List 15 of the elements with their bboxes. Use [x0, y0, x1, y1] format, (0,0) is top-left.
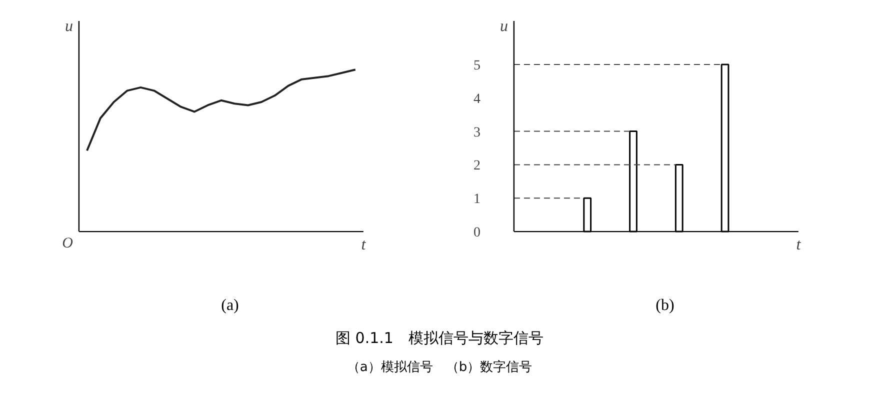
caption: 图 0.1.1 模拟信号与数字信号	[336, 328, 544, 349]
text: (a)	[221, 296, 239, 316]
y-axis-title: u	[500, 18, 508, 36]
text: (b)	[656, 296, 674, 316]
y-tick-label: 4	[474, 92, 480, 107]
y-tick-label: 5	[474, 58, 480, 74]
y-axis-title: u	[64, 18, 73, 36]
x-axis-title: t	[361, 236, 366, 254]
y-tick-label: 3	[474, 125, 480, 140]
y-tick-label: 1	[474, 192, 480, 208]
y-tick-label: 2	[474, 158, 480, 174]
x-axis-title: t	[796, 236, 802, 254]
y-tick-label: 0	[474, 226, 480, 241]
text: （a）模拟信号 （b）数字信号	[346, 359, 532, 378]
text: O	[62, 236, 74, 252]
